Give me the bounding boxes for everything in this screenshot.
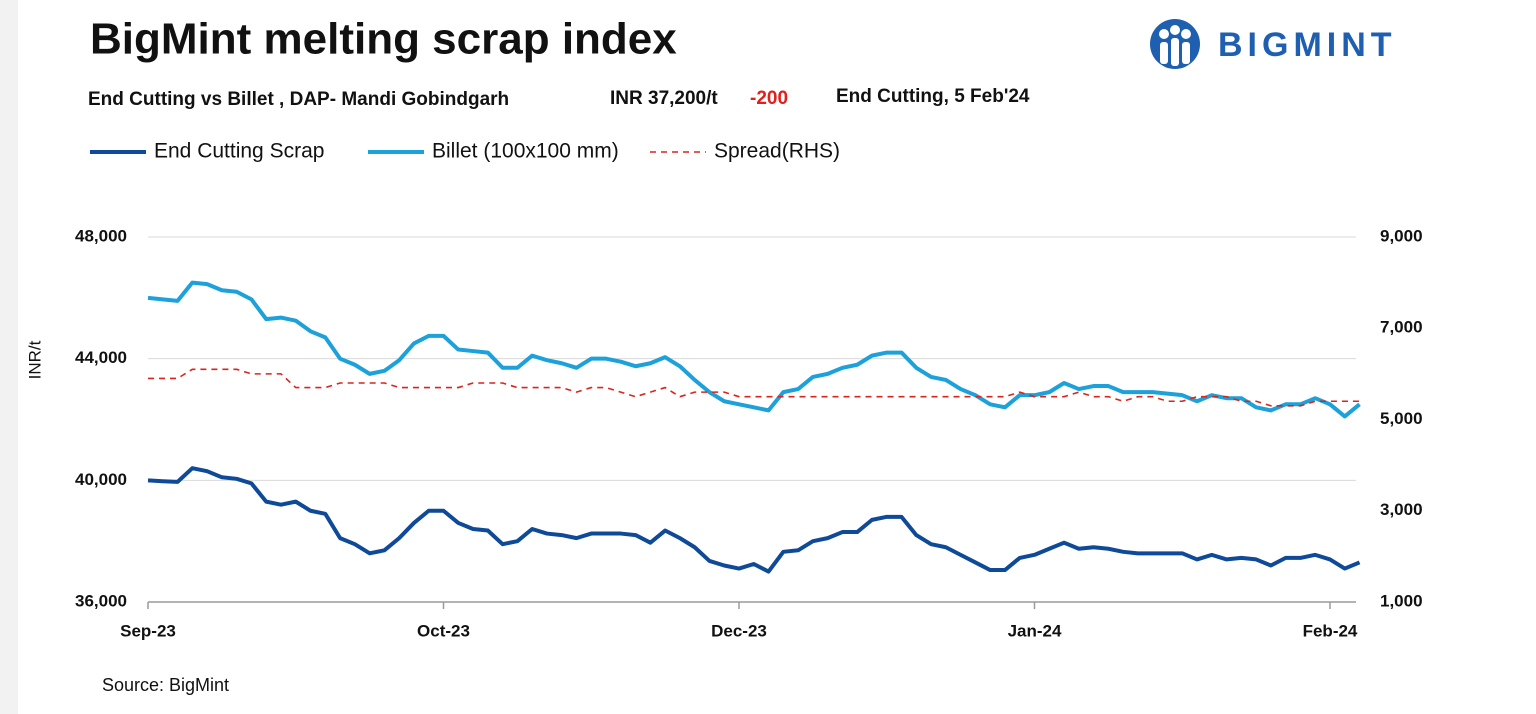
y2-tick-label: 5,000 [1380, 409, 1423, 428]
legend-label: End Cutting Scrap [154, 140, 324, 163]
subtitle: End Cutting vs Billet , DAP- Mandi Gobin… [88, 89, 509, 110]
price-change: -200 [750, 88, 788, 109]
logo: BIGMINT [1150, 19, 1397, 69]
y-tick-label: 44,000 [75, 348, 127, 367]
date-note: End Cutting, 5 Feb'24 [836, 86, 1030, 107]
series-line [148, 368, 1360, 407]
legend-label: Spread(RHS) [714, 140, 840, 163]
x-tick-label: Feb-24 [1303, 621, 1358, 640]
x-tick-label: Jan-24 [1008, 621, 1062, 640]
legend-label: Billet (100x100 mm) [432, 140, 619, 163]
source: Source: BigMint [102, 675, 229, 695]
x-tick-label: Dec-23 [711, 621, 767, 640]
y-tick-label: 40,000 [75, 470, 127, 489]
x-tick-label: Oct-23 [417, 621, 470, 640]
y2-tick-label: 7,000 [1380, 318, 1423, 337]
plot-area: 36,000 40,000 44,000 48,000 1,000 3,000 5,000 7… [75, 140, 1423, 641]
y-tick-label: 36,000 [75, 591, 127, 610]
chart-title: BigMint melting scrap index [90, 15, 677, 64]
brand: BIGMINT [1218, 26, 1397, 64]
y2-tick-label: 3,000 [1380, 500, 1423, 519]
y2-tick-label: 1,000 [1380, 591, 1423, 610]
y-axis-title: INR/t [25, 340, 44, 379]
price: INR 37,200/t [610, 88, 718, 109]
x-tick-label: Sep-23 [120, 621, 176, 640]
page-edge [0, 0, 18, 714]
y-tick-label: 48,000 [75, 226, 127, 245]
series-line [147, 280, 1361, 419]
y2-tick-label: 9,000 [1380, 226, 1423, 245]
series-line [147, 466, 1361, 574]
